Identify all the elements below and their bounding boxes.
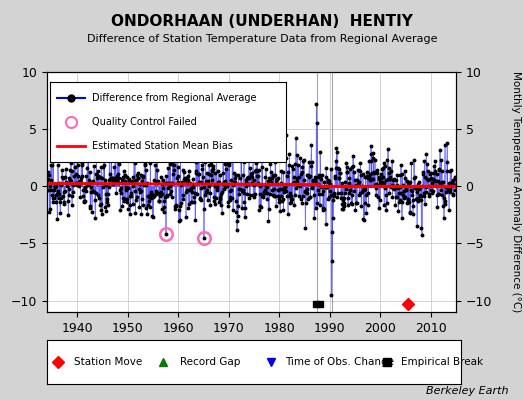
Text: Estimated Station Mean Bias: Estimated Station Mean Bias [92, 141, 233, 151]
Y-axis label: Monthly Temperature Anomaly Difference (°C): Monthly Temperature Anomaly Difference (… [511, 71, 521, 313]
Text: Difference from Regional Average: Difference from Regional Average [92, 93, 257, 103]
Text: Berkeley Earth: Berkeley Earth [426, 386, 508, 396]
Text: Quality Control Failed: Quality Control Failed [92, 117, 197, 127]
Text: Station Move: Station Move [74, 357, 143, 367]
Text: Record Gap: Record Gap [180, 357, 240, 367]
Text: Difference of Station Temperature Data from Regional Average: Difference of Station Temperature Data f… [87, 34, 437, 44]
Text: ONDORHAAN (UNDERHAN)  HENTIY: ONDORHAAN (UNDERHAN) HENTIY [111, 14, 413, 29]
Text: Empirical Break: Empirical Break [401, 357, 483, 367]
Text: Time of Obs. Change: Time of Obs. Change [285, 357, 394, 367]
